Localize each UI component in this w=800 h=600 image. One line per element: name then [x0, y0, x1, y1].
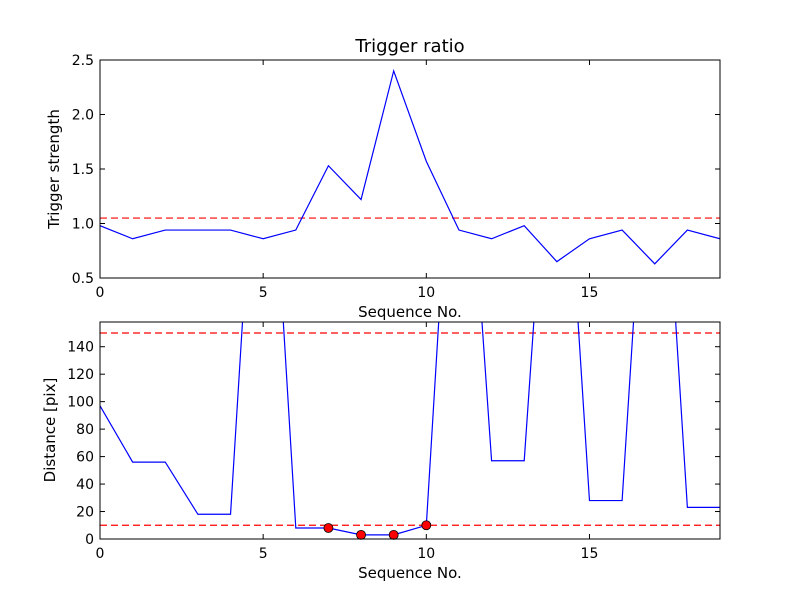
plot-area: [100, 68, 720, 265]
y-tick-label: 40: [76, 477, 94, 493]
y-tick-label: 0: [85, 532, 94, 548]
axes-frame: [99, 321, 721, 540]
x-tick-label: 15: [581, 285, 599, 301]
x-tick-label: 10: [417, 546, 435, 562]
x-tick-label: 0: [96, 285, 105, 301]
x-axis-label: Sequence No.: [358, 303, 462, 321]
y-tick-label: 0.5: [72, 271, 94, 287]
y-tick-label: 60: [76, 450, 94, 466]
y-tick-label: 120: [67, 367, 94, 383]
y-tick-label: 20: [76, 505, 94, 521]
x-tick-label: 5: [259, 546, 268, 562]
y-axis-label: Distance [pix]: [41, 378, 59, 483]
data-point-marker: [388, 529, 399, 540]
y-axis-label: Trigger strength: [45, 109, 63, 230]
y-tick-label: 80: [76, 422, 94, 438]
x-tick-label: 15: [581, 546, 599, 562]
plot-area: [100, 322, 720, 536]
chart-title: Trigger ratio: [354, 36, 464, 57]
data-point-marker: [323, 523, 334, 533]
x-axis-label: Sequence No.: [358, 564, 462, 582]
x-tick-label: 0: [96, 546, 105, 562]
data-point-marker: [356, 529, 366, 540]
y-tick-label: 140: [67, 340, 94, 356]
x-tick-label: 5: [259, 285, 268, 301]
y-tick-label: 2.5: [72, 53, 94, 69]
y-tick-label: 1.0: [72, 217, 94, 233]
series-line: [100, 68, 720, 265]
series-line: [100, 322, 720, 536]
x-tick-label: 10: [417, 285, 435, 301]
y-tick-label: 1.5: [72, 162, 94, 178]
y-tick-label: 2.0: [72, 108, 94, 124]
trigger-ratio-plot: Trigger ratio Sequence No. Trigger stren…: [45, 36, 721, 321]
data-point-marker: [421, 520, 432, 531]
y-tick-label: 100: [67, 395, 94, 411]
distance-plot: Sequence No. Distance [pix] 0 5 10 15 0 20 40 6…: [41, 321, 721, 582]
